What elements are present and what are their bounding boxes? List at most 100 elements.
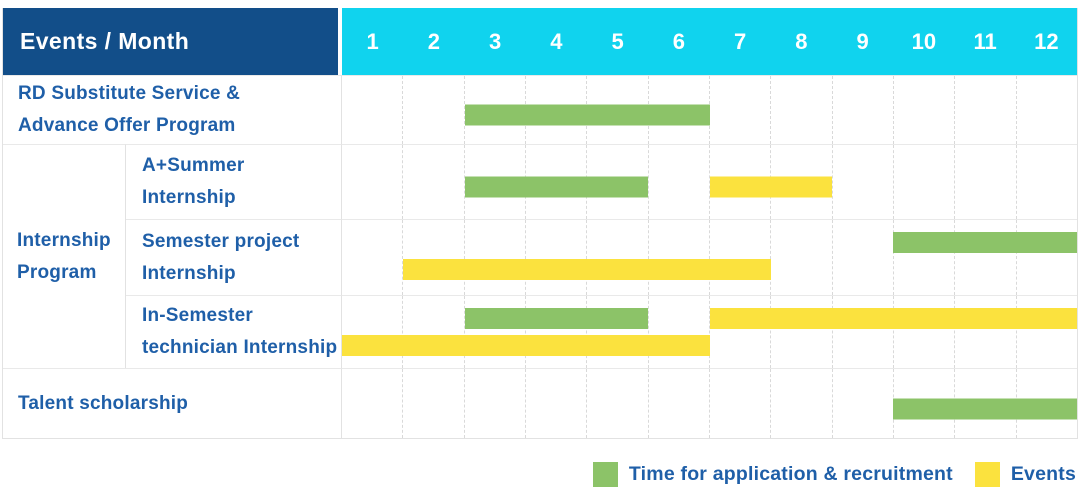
month-header-cell: 5 xyxy=(611,28,624,54)
month-header-cell: 3 xyxy=(489,28,502,54)
month-column xyxy=(342,76,402,144)
month-column xyxy=(954,296,1015,368)
month-grid-lines xyxy=(342,76,1077,144)
month-column xyxy=(770,369,831,438)
gantt-bar-application xyxy=(893,232,1077,253)
row-label-line: Advance Offer Program xyxy=(18,115,236,136)
row-label-line: technician Internship xyxy=(142,337,338,358)
legend-swatch-event xyxy=(974,462,1000,487)
month-column xyxy=(402,145,463,219)
events-month-table: Events / Month 1 2 3 4 5 6 7 8 9 10 11 12 RD Substi… xyxy=(2,8,1078,439)
month-column xyxy=(402,220,463,295)
month-column xyxy=(770,296,831,368)
month-column xyxy=(892,296,954,368)
gantt-bar-application xyxy=(464,104,710,126)
month-column xyxy=(831,369,893,438)
group-label-line: Internship xyxy=(17,229,111,251)
gantt-row-track xyxy=(342,144,1077,219)
month-column xyxy=(770,76,831,144)
month-column xyxy=(402,76,463,144)
row-label-line: Semester project xyxy=(142,230,300,252)
month-column xyxy=(463,369,525,438)
month-column xyxy=(463,76,525,144)
month-column xyxy=(708,220,770,295)
month-column xyxy=(647,296,709,368)
gantt-row-track xyxy=(342,75,1077,144)
month-header-cell: 2 xyxy=(427,28,440,54)
group-label-line: Program xyxy=(17,261,97,283)
month-column xyxy=(954,220,1015,295)
month-column xyxy=(892,220,954,295)
row-sublabel: In-Semester technician Internship xyxy=(126,295,342,368)
month-column xyxy=(831,76,893,144)
month-header-cell: 6 xyxy=(672,28,685,54)
month-header-cell: 9 xyxy=(856,28,869,54)
month-column xyxy=(463,220,525,295)
legend-item-event: Events xyxy=(974,462,1076,487)
legend: Time for application & recruitment Events xyxy=(592,462,1076,487)
month-header-cell: 8 xyxy=(795,28,808,54)
gantt-bar-application xyxy=(464,308,649,329)
row-label: Talent scholarship xyxy=(3,368,342,438)
month-column xyxy=(524,296,586,368)
gantt-row-track xyxy=(342,295,1077,368)
month-column xyxy=(647,220,709,295)
month-column xyxy=(708,76,770,144)
legend-label: Events xyxy=(1010,463,1076,485)
month-column xyxy=(1015,145,1077,219)
month-column xyxy=(708,145,770,219)
gantt-bar-application xyxy=(893,398,1077,419)
month-header-cell: 1 xyxy=(366,28,379,54)
gantt-bar-event xyxy=(403,259,771,280)
month-header-cell: 12 xyxy=(1034,28,1059,54)
table-corner-header-cell: Events / Month xyxy=(3,8,342,75)
group-label: Internship Program xyxy=(3,144,126,368)
month-column xyxy=(586,296,647,368)
month-column xyxy=(586,369,647,438)
legend-item-application: Time for application & recruitment xyxy=(592,462,953,487)
gantt-row-track xyxy=(342,368,1077,438)
month-column xyxy=(402,369,463,438)
row-sublabel: Semester project Internship xyxy=(126,219,342,295)
month-column xyxy=(954,76,1015,144)
month-header-cell: 4 xyxy=(550,28,563,54)
month-column xyxy=(342,296,402,368)
row-label: RD Substitute Service & Advance Offer Pro… xyxy=(3,75,342,144)
month-column xyxy=(647,369,709,438)
month-column xyxy=(1015,220,1077,295)
month-column xyxy=(463,145,525,219)
month-column xyxy=(831,145,893,219)
table-corner-header-title: Events / Month xyxy=(20,28,190,54)
month-header-cell: 7 xyxy=(734,28,747,54)
month-column xyxy=(954,145,1015,219)
month-column xyxy=(402,296,463,368)
month-column xyxy=(1015,296,1077,368)
month-column xyxy=(892,76,954,144)
month-header-cell: 11 xyxy=(973,28,997,54)
month-header-cell: 10 xyxy=(911,28,937,54)
month-column xyxy=(586,220,647,295)
gantt-row-track xyxy=(342,219,1077,295)
legend-swatch-application xyxy=(592,462,618,487)
row-label-line: Talent scholarship xyxy=(18,392,189,414)
month-column xyxy=(342,369,402,438)
legend-label: Time for application & recruitment xyxy=(628,463,953,485)
month-column xyxy=(524,220,586,295)
month-column xyxy=(342,145,402,219)
month-column xyxy=(708,369,770,438)
month-column xyxy=(770,220,831,295)
month-grid-lines xyxy=(342,296,1077,368)
month-column xyxy=(524,369,586,438)
month-column xyxy=(708,296,770,368)
gantt-bar-event xyxy=(709,308,1077,329)
row-label-line: A+Summer xyxy=(142,155,245,177)
month-column xyxy=(1015,76,1077,144)
month-column xyxy=(892,145,954,219)
month-column xyxy=(463,296,525,368)
row-label-line: Internship xyxy=(142,187,236,208)
month-column xyxy=(831,220,893,295)
month-column xyxy=(342,220,402,295)
month-header-row: 1 2 3 4 5 6 7 8 9 10 11 12 xyxy=(342,8,1077,75)
gantt-bar-event xyxy=(709,176,832,198)
